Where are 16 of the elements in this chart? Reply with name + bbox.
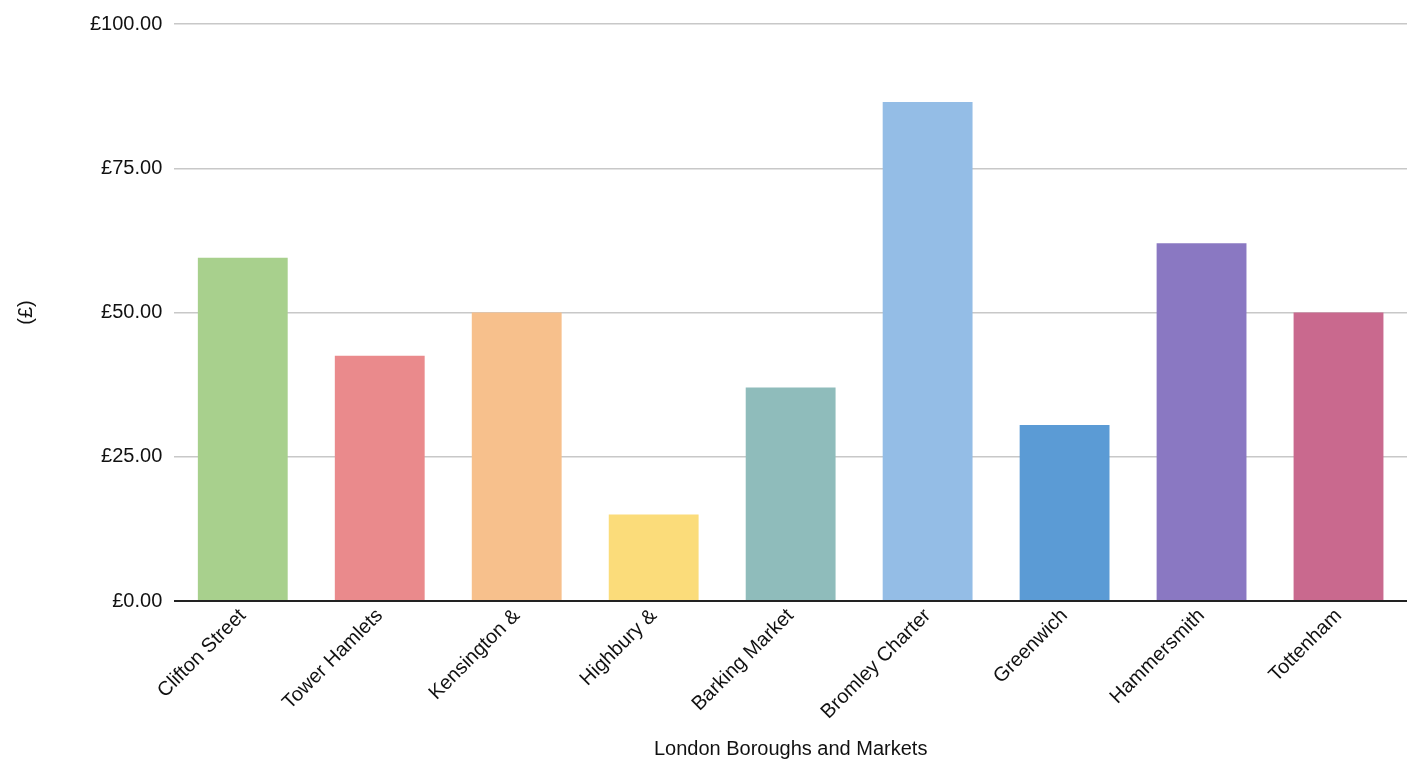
- x-axis-title: London Boroughs and Markets: [653, 736, 928, 759]
- y-tick-label: £25.00: [101, 444, 163, 467]
- bar: [334, 355, 425, 601]
- y-tick-label: £75.00: [101, 155, 163, 178]
- bar: [471, 312, 562, 601]
- y-tick-label: £0.00: [112, 588, 163, 611]
- bar: [882, 101, 973, 601]
- bar: [745, 387, 836, 601]
- y-axis-title: (£): [13, 300, 36, 325]
- bar: [1019, 425, 1110, 601]
- bar: [1156, 243, 1247, 601]
- y-tick-label: £100.00: [90, 11, 163, 34]
- bar: [197, 257, 288, 601]
- y-tick-label: £50.00: [101, 300, 163, 323]
- bar: [1293, 312, 1384, 601]
- bar: [608, 514, 699, 601]
